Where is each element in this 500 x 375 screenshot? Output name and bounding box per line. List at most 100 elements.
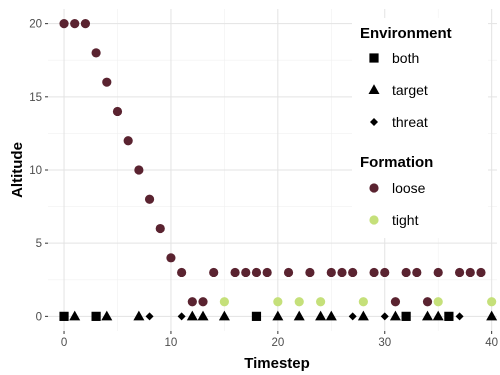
legend-key-tight xyxy=(369,215,379,225)
data-point-tight xyxy=(219,297,229,307)
x-tick-label: 40 xyxy=(485,337,498,349)
x-tick-label: 30 xyxy=(378,337,391,349)
data-point-loose xyxy=(262,267,272,278)
data-point-loose xyxy=(390,297,401,307)
data-point-target xyxy=(69,310,81,321)
x-tick-label: 20 xyxy=(271,337,284,349)
x-axis-ticks: 0 10 20 30 40 xyxy=(61,331,498,349)
y-axis-ticks: 0 5 10 15 20 xyxy=(29,19,48,323)
data-point-loose xyxy=(187,297,197,307)
data-point-target xyxy=(133,310,145,321)
legend-label-both: both xyxy=(392,50,419,66)
legend-label-tight: tight xyxy=(392,212,419,228)
data-point-loose xyxy=(422,297,433,307)
data-point-target xyxy=(218,310,230,321)
data-point-loose xyxy=(144,194,155,204)
data-point-target xyxy=(357,310,369,321)
data-point-loose xyxy=(209,267,219,278)
data-point-target xyxy=(486,310,498,321)
data-point-loose xyxy=(337,267,347,278)
legend-label-target: target xyxy=(392,82,428,98)
data-point-tight xyxy=(433,297,443,307)
plot-panel xyxy=(48,9,497,331)
data-point-tight xyxy=(273,297,283,307)
data-point-target xyxy=(186,310,198,321)
data-point-target xyxy=(197,310,209,321)
data-point-loose xyxy=(155,223,165,234)
data-point-threat xyxy=(380,312,389,321)
legend-title-formation: Formation xyxy=(360,154,433,171)
legend-key-loose xyxy=(369,183,379,193)
data-point-threat xyxy=(177,312,186,321)
legend-label-threat: threat xyxy=(392,114,428,130)
y-tick-label: 15 xyxy=(29,92,42,104)
data-point-loose xyxy=(134,165,144,175)
data-point-loose xyxy=(433,267,443,278)
data-point-loose xyxy=(369,267,379,278)
series-target xyxy=(69,310,498,321)
series-loose xyxy=(59,19,486,307)
data-point-target xyxy=(422,310,434,321)
data-point-target xyxy=(272,310,284,321)
legend-key-both xyxy=(369,53,379,63)
data-point-loose xyxy=(166,253,176,263)
data-point-tight xyxy=(316,297,326,307)
series-threat xyxy=(145,312,464,321)
data-point-tight xyxy=(358,297,368,307)
data-point-loose xyxy=(177,267,187,278)
data-point-loose xyxy=(305,267,315,278)
data-point-loose xyxy=(454,267,465,278)
data-point-loose xyxy=(348,267,358,278)
data-point-loose xyxy=(198,297,208,307)
x-axis-title: Timestep xyxy=(244,355,310,372)
data-point-loose xyxy=(230,267,240,278)
data-point-loose xyxy=(326,267,336,278)
legend-key-threat xyxy=(370,118,378,126)
data-point-both xyxy=(444,311,454,321)
legend: Environment both target threat Formation loos… xyxy=(352,18,488,238)
data-point-tight xyxy=(487,297,497,307)
y-tick-label: 10 xyxy=(29,165,42,177)
data-point-loose xyxy=(476,267,486,278)
legend-key-target xyxy=(368,84,380,94)
data-point-loose xyxy=(80,19,91,29)
data-point-loose xyxy=(241,267,251,278)
data-point-threat xyxy=(145,312,154,321)
data-point-target xyxy=(293,310,305,321)
data-point-target xyxy=(432,310,444,321)
data-point-tight xyxy=(294,297,304,307)
data-point-target xyxy=(101,310,113,321)
data-point-loose xyxy=(70,19,80,29)
data-point-threat xyxy=(455,312,464,321)
data-point-loose xyxy=(112,106,123,117)
y-axis-title: Altitude xyxy=(9,142,26,198)
y-tick-label: 5 xyxy=(36,238,42,250)
legend-title-environment: Environment xyxy=(360,25,452,42)
data-point-loose xyxy=(102,77,112,87)
data-point-loose xyxy=(283,267,294,278)
legend-label-loose: loose xyxy=(392,180,426,196)
data-point-loose xyxy=(123,136,133,146)
series-both xyxy=(59,311,454,321)
data-point-loose xyxy=(465,267,475,278)
data-point-target xyxy=(325,310,337,321)
data-point-loose xyxy=(59,19,69,29)
data-point-target xyxy=(315,310,327,321)
data-point-loose xyxy=(251,267,262,278)
data-point-both xyxy=(251,311,262,321)
data-point-both xyxy=(91,311,101,321)
data-point-loose xyxy=(412,267,422,278)
x-tick-label: 10 xyxy=(165,337,178,349)
x-tick-label: 0 xyxy=(61,337,67,349)
data-points xyxy=(59,19,498,321)
y-tick-label: 0 xyxy=(36,311,42,323)
data-point-both xyxy=(401,311,411,321)
data-point-both xyxy=(59,311,69,321)
data-point-target xyxy=(389,310,401,321)
y-tick-label: 20 xyxy=(29,19,42,31)
data-point-loose xyxy=(91,48,101,58)
data-point-loose xyxy=(380,267,390,278)
data-point-threat xyxy=(348,312,357,321)
series-tight xyxy=(219,297,497,307)
